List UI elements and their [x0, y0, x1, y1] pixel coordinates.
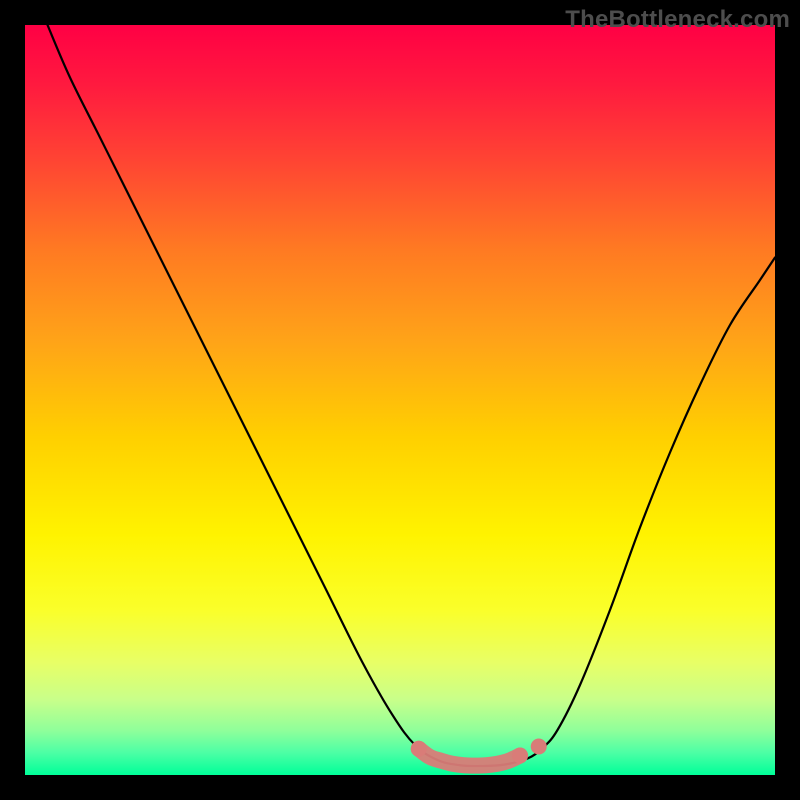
gradient-background [25, 25, 775, 775]
watermark-text: TheBottleneck.com [565, 6, 790, 34]
chart-canvas: TheBottleneck.com [0, 0, 800, 800]
chart-svg [0, 0, 800, 800]
optimal-point-marker [531, 739, 547, 755]
optimal-range-cap [512, 748, 528, 764]
optimal-range-cap [411, 741, 427, 757]
